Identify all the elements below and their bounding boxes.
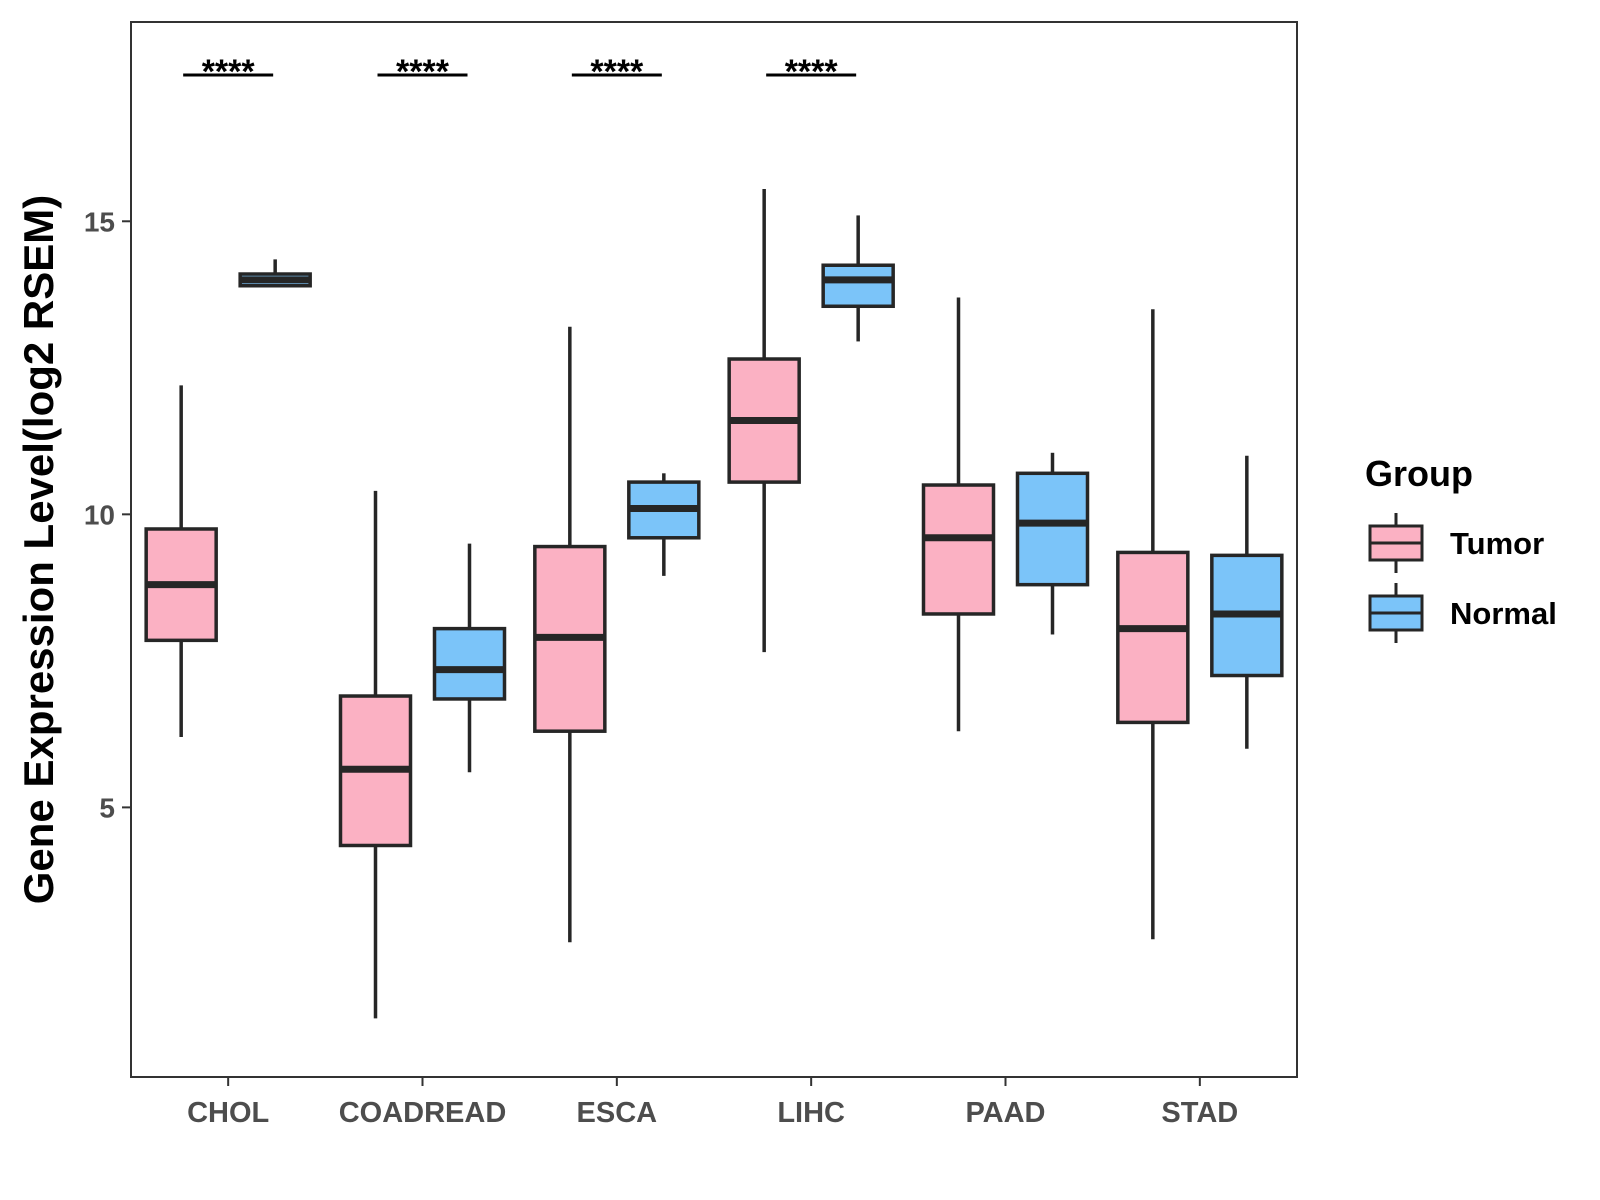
box-iqr <box>432 626 507 701</box>
box-normal-paad <box>1015 452 1090 635</box>
x-tick-label-paad: PAAD <box>965 1097 1045 1129</box>
legend-item-normal: Normal <box>1368 583 1557 643</box>
y-tick-label: 15 <box>84 206 115 237</box>
boxes-layer <box>144 189 1284 1019</box>
box-normal-coadread <box>432 543 507 773</box>
significance-layer: **** **** **** **** <box>183 53 857 91</box>
significance-label: **** <box>785 53 839 91</box>
y-tick-label: 10 <box>84 499 115 530</box>
significance-label: **** <box>202 53 256 91</box>
box-tumor-paad <box>921 297 996 732</box>
x-tick-label-esca: ESCA <box>577 1097 658 1129</box>
box-normal-chol <box>238 259 312 288</box>
legend-item-tumor: Tumor <box>1368 513 1544 573</box>
box-iqr <box>1015 471 1090 587</box>
y-axis-title: Gene Expression Level(log2 RSEM) <box>15 195 62 905</box>
legend-title: Group <box>1365 453 1473 494</box>
plot-panel-border <box>130 21 1298 1078</box>
box-normal-lihc <box>821 215 895 342</box>
significance-chol: **** <box>183 53 274 91</box>
box-iqr <box>921 483 996 616</box>
box-iqr <box>821 263 895 309</box>
x-tick-label-chol: CHOL <box>187 1097 269 1129</box>
significance-label: **** <box>590 53 644 91</box>
box-tumor-chol <box>144 385 218 738</box>
box-tumor-stad <box>1116 309 1190 940</box>
x-tick-label-lihc: LIHC <box>777 1097 845 1129</box>
plot-background <box>131 22 1297 1077</box>
significance-label: **** <box>396 53 450 91</box>
legend-label: Tumor <box>1450 526 1544 561</box>
x-tick-label-stad: STAD <box>1161 1097 1238 1129</box>
box-iqr <box>1116 550 1190 725</box>
box-tumor-lihc <box>727 189 801 653</box>
legend: Group Tumor Normal <box>1365 453 1557 643</box>
significance-lihc: **** <box>766 53 857 91</box>
x-axis: CHOL COADREAD ESCA LIHC PAAD STAD <box>187 1077 1238 1129</box>
y-tick-label: 5 <box>99 792 115 823</box>
box-tumor-coadread <box>338 490 413 1019</box>
x-tick-label-coadread: COADREAD <box>339 1097 507 1129</box>
y-axis: 5 10 15 <box>84 206 131 823</box>
legend-label: Normal <box>1450 596 1557 631</box>
significance-esca: **** <box>571 53 662 91</box>
significance-coadread: **** <box>377 53 468 91</box>
box-normal-esca <box>627 473 701 576</box>
box-tumor-esca <box>533 326 607 943</box>
box-normal-stad <box>1210 455 1284 749</box>
